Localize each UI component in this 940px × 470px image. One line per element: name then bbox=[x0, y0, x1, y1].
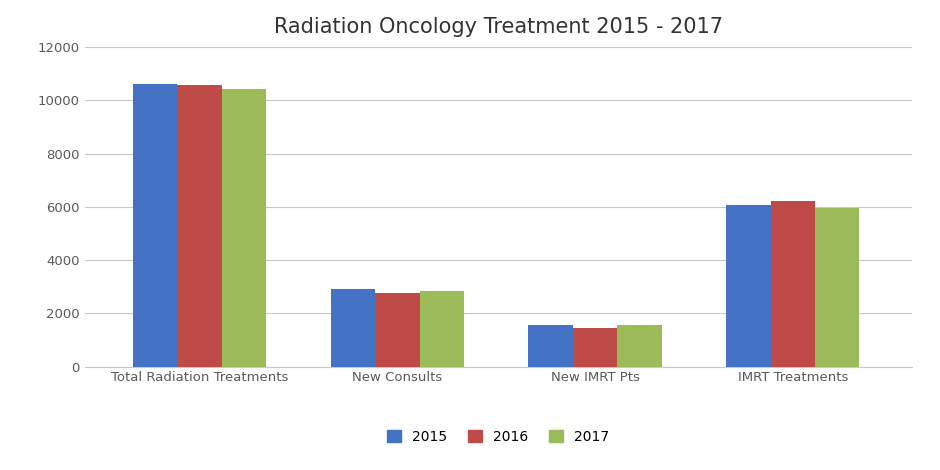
Bar bbox=[331, 290, 375, 367]
Bar bbox=[727, 205, 771, 367]
Bar bbox=[419, 291, 464, 367]
Bar bbox=[375, 293, 419, 367]
Bar bbox=[133, 84, 178, 367]
Bar bbox=[572, 328, 618, 367]
Legend: 2015, 2016, 2017: 2015, 2016, 2017 bbox=[382, 424, 615, 449]
Bar bbox=[222, 88, 266, 367]
Bar bbox=[771, 201, 815, 367]
Bar bbox=[618, 325, 662, 367]
Bar bbox=[178, 86, 222, 367]
Bar bbox=[815, 208, 859, 367]
Title: Radiation Oncology Treatment 2015 - 2017: Radiation Oncology Treatment 2015 - 2017 bbox=[274, 17, 723, 37]
Bar bbox=[528, 324, 572, 367]
